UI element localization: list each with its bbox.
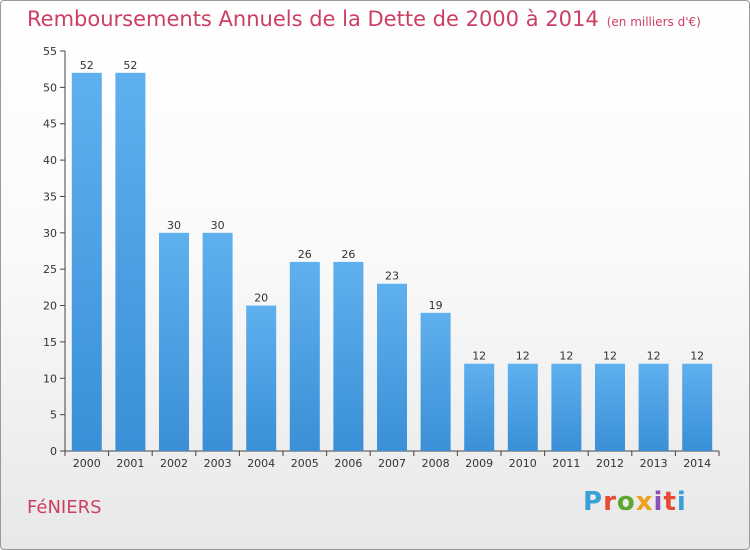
- bar: [420, 312, 451, 451]
- x-tick-label: 2007: [378, 457, 406, 470]
- logo-letter: i: [676, 487, 687, 517]
- bar-value-label: 12: [559, 350, 573, 363]
- bar: [202, 232, 233, 451]
- x-tick-label: 2009: [465, 457, 493, 470]
- axes: 0 5 10 15 20 25 30 35 40 45 50 55 2000 2001 2002 2003 20…: [43, 45, 720, 470]
- bar: [551, 363, 582, 451]
- bar: [464, 363, 495, 451]
- city-name: FéNIERS: [27, 497, 102, 518]
- bar-value-label: 12: [472, 350, 486, 363]
- bar: [333, 261, 364, 451]
- x-tick-label: 2002: [160, 457, 188, 470]
- x-tick-label: 2000: [73, 457, 101, 470]
- bar: [638, 363, 669, 451]
- bar-value-label: 12: [647, 350, 661, 363]
- bar: [377, 283, 407, 451]
- bar: [159, 232, 189, 451]
- bar-value-label: 26: [298, 248, 312, 261]
- bar: [595, 363, 625, 451]
- logo-letter: i: [653, 487, 664, 517]
- x-tick-label: 2010: [509, 457, 537, 470]
- logo-letter: t: [663, 487, 677, 517]
- bar-value-label: 52: [80, 59, 94, 72]
- logo-letter: P: [583, 487, 604, 517]
- y-tick-label: 55: [43, 45, 57, 58]
- bar-value-label: 20: [254, 292, 268, 305]
- bar-value-label: 12: [516, 350, 530, 363]
- bar-value-label: 30: [167, 219, 181, 232]
- bar-value-label: 26: [341, 248, 355, 261]
- chart-title: Remboursements Annuels de la Dette de 20…: [27, 7, 701, 31]
- x-tick-label: 2012: [596, 457, 624, 470]
- y-tick-label: 15: [43, 336, 57, 349]
- bar-value-label: 12: [690, 350, 704, 363]
- x-tick-label: 2004: [247, 457, 275, 470]
- bar: [115, 72, 146, 452]
- y-tick-label: 10: [43, 372, 57, 385]
- bar: [682, 363, 713, 451]
- y-tick-label: 25: [43, 263, 57, 276]
- bar-value-label: 19: [429, 299, 443, 312]
- bar-value-label: 30: [211, 219, 225, 232]
- logo-letter: x: [635, 487, 654, 517]
- bar: [507, 363, 538, 451]
- bar: [289, 261, 320, 451]
- y-tick-label: 45: [43, 118, 57, 131]
- bar: [71, 72, 102, 452]
- bar-value-label: 52: [123, 59, 137, 72]
- x-tick-label: 2001: [116, 457, 144, 470]
- y-tick-label: 35: [43, 190, 57, 203]
- x-tick-label: 2013: [640, 457, 668, 470]
- x-tick-label: 2006: [334, 457, 362, 470]
- y-tick-label: 5: [50, 409, 57, 422]
- y-tick-label: 30: [43, 227, 57, 240]
- proxiti-logo[interactable]: Proxiti: [583, 487, 687, 517]
- x-tick-label: 2014: [683, 457, 711, 470]
- x-tick-label: 2005: [291, 457, 319, 470]
- logo-letter: r: [603, 487, 617, 517]
- chart-subtitle: (en milliers d'€): [606, 15, 701, 29]
- bar-value-label: 23: [385, 270, 399, 283]
- y-tick-label: 0: [50, 445, 57, 458]
- bar-value-label: 12: [603, 350, 617, 363]
- bars: [71, 72, 713, 452]
- y-tick-label: 50: [43, 81, 57, 94]
- x-tick-label: 2003: [204, 457, 232, 470]
- y-tick-label: 20: [43, 300, 57, 313]
- x-tick-label: 2011: [552, 457, 580, 470]
- value-labels: 52 52 30 30 20 26 26 23 19 12 12 12 12 12 12: [80, 59, 704, 363]
- y-tick-label: 40: [43, 154, 57, 167]
- x-tick-label: 2008: [422, 457, 450, 470]
- logo-letter: o: [616, 487, 636, 517]
- bar: [246, 305, 277, 451]
- chart-title-text: Remboursements Annuels de la Dette de 20…: [27, 7, 599, 31]
